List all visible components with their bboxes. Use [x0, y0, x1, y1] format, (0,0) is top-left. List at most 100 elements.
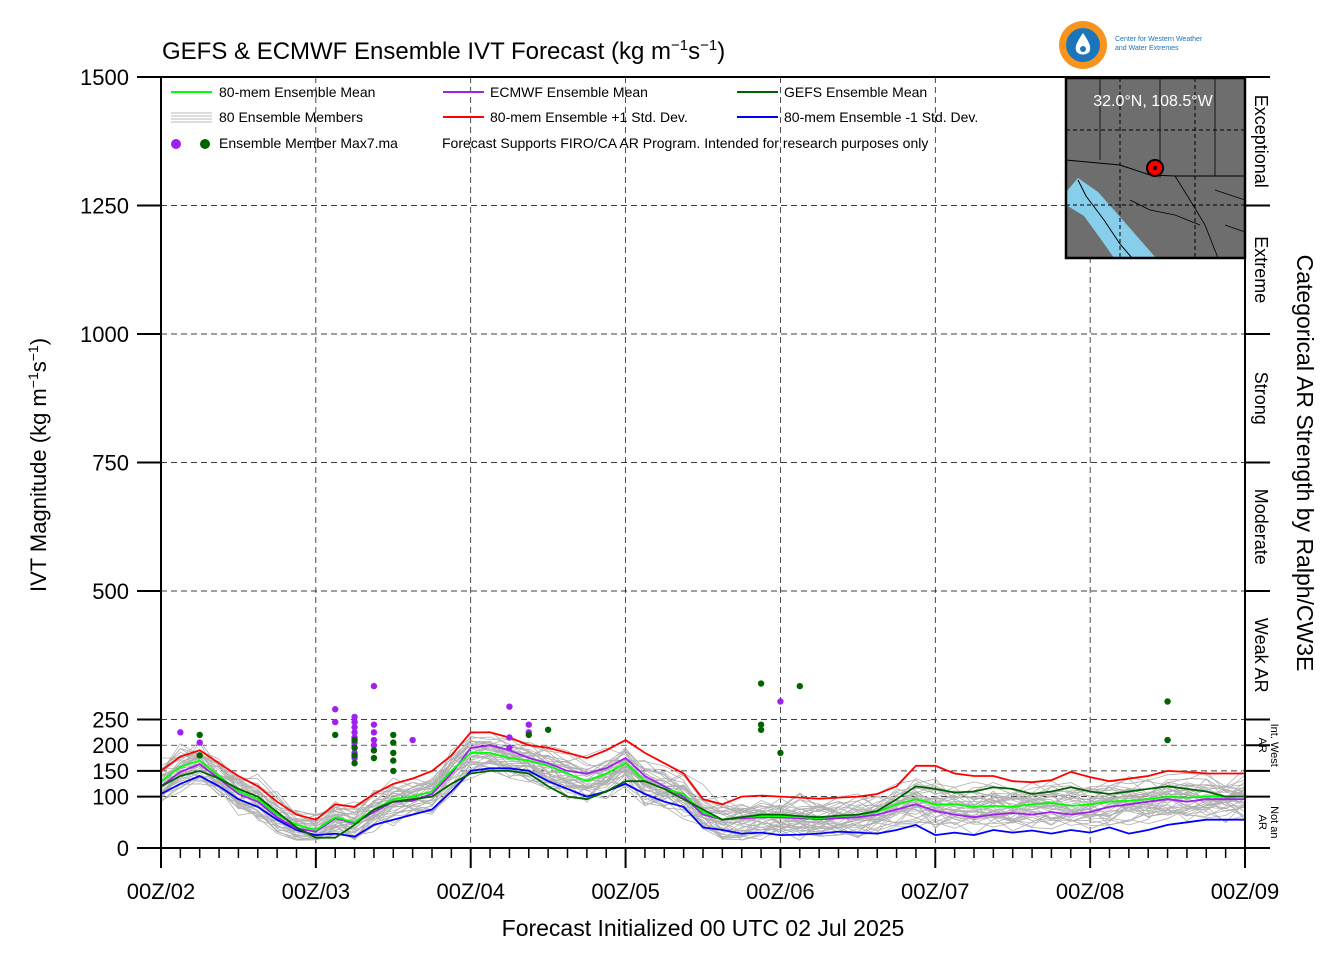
chart-title: GEFS & ECMWF Ensemble IVT Forecast (kg m…: [162, 37, 725, 65]
gefs-max-point: [390, 767, 397, 775]
ecmwf-max-point: [506, 744, 513, 751]
ecmwf-max-point: [177, 729, 184, 736]
category-label: Int. West: [1268, 724, 1280, 767]
legend: 80-mem Ensemble Mean 80 Ensemble Members…: [171, 84, 978, 151]
cw3e-logo: Center for Western Weather and Water Ext…: [1059, 21, 1203, 69]
y-tick-label: 1500: [80, 65, 129, 90]
inset-map: 32.0°N, 108.5°W: [1064, 76, 1247, 260]
ecmwf-max-point: [777, 698, 784, 705]
ensemble-member-line: [160, 747, 1246, 822]
gefs-max-point: [332, 731, 339, 739]
x-tick-label: 00Z/05: [591, 879, 660, 904]
ensemble-member-line: [160, 763, 1246, 841]
ecmwf-max-point: [506, 734, 513, 741]
gefs-max-point: [390, 757, 397, 764]
legend-plus: 80-mem Ensemble +1 Std. Dev.: [490, 109, 688, 125]
gefs-max-point: [351, 736, 358, 744]
ecmwf-max-point: [351, 729, 358, 736]
gefs-max-point: [390, 749, 397, 757]
x-tick-label: 00Z/03: [282, 879, 351, 904]
gefs-max-point: [196, 752, 203, 759]
ecmwf-max-point: [370, 721, 378, 728]
legend-gefs: GEFS Ensemble Mean: [784, 84, 927, 100]
ecmwf-max-point: [409, 736, 416, 744]
x-tick-label: 00Z/06: [746, 879, 815, 904]
plus-std-line: [160, 731, 1245, 821]
category-label: Moderate: [1251, 489, 1271, 565]
ensemble-member-line: [160, 765, 1246, 841]
x-tick-label: 00Z/04: [436, 879, 505, 904]
y-tick-label: 0: [117, 836, 129, 861]
legend-ecmwf: ECMWF Ensemble Mean: [490, 84, 648, 100]
gefs-mean-line: [160, 769, 1245, 839]
series-lines: [160, 731, 1245, 839]
ecmwf-max-point: [370, 682, 378, 690]
category-labels: Exceptional Extreme Strong Moderate Weak AR I…: [1251, 95, 1280, 839]
y-tick-label: 150: [92, 759, 129, 784]
y-tick-label: 1250: [80, 194, 129, 219]
y-tick-label: 750: [92, 451, 129, 476]
minus-std-line: [160, 767, 1245, 838]
gefs-max-point: [525, 731, 532, 739]
ensemble-member-line: [160, 761, 1246, 841]
gefs-max-point: [196, 731, 203, 739]
legend-minus: 80-mem Ensemble -1 Std. Dev.: [784, 109, 978, 125]
category-label: Weak AR: [1251, 618, 1271, 693]
gefs-max-point: [796, 682, 803, 690]
gefs-max-point: [351, 759, 358, 767]
legend-note: Forecast Supports FIRO/CA AR Program. In…: [442, 135, 928, 151]
ecmwf-max-point: [351, 718, 358, 726]
right-axis-label: Categorical AR Strength by Ralph/CW3E: [1292, 255, 1318, 672]
grid-lines: [161, 77, 1245, 848]
legend-members: 80 Ensemble Members: [219, 109, 363, 125]
logo-text-2: and Water Extremes: [1115, 45, 1179, 52]
category-label: AR: [1256, 738, 1268, 753]
ecmwf-max-point: [351, 713, 358, 721]
gefs-max-point: [390, 731, 397, 739]
ecmwf-max-point: [196, 739, 203, 746]
category-label: Strong: [1251, 372, 1271, 425]
x-axis-label: Forecast Initialized 00 UTC 02 Jul 2025: [502, 915, 905, 941]
ecmwf-mean-line: [160, 744, 1245, 833]
mean80-line: [160, 752, 1245, 831]
gefs-max-point: [1164, 698, 1171, 705]
y-tick-label: 100: [92, 785, 129, 810]
x-tick-label: 00Z/08: [1056, 879, 1125, 904]
ecmwf-max-point: [525, 721, 532, 728]
legend-mean80: 80-mem Ensemble Mean: [219, 84, 375, 100]
category-label: Exceptional: [1251, 95, 1271, 188]
x-tick-label: 00Z/09: [1211, 879, 1280, 904]
ecmwf-max-point: [332, 706, 339, 713]
logo-text-1: Center for Western Weather: [1115, 36, 1203, 43]
category-label: AR: [1256, 815, 1268, 830]
ecmwf-max-point: [506, 703, 513, 710]
category-label: Extreme: [1251, 236, 1271, 303]
ecmwf-max-point: [351, 724, 358, 731]
gefs-max-point: [370, 747, 378, 754]
legend-max: Ensemble Member Max7.ma: [219, 135, 398, 151]
gefs-max-point: [757, 726, 765, 733]
gefs-max-point: [1164, 736, 1171, 744]
y-tick-label: 500: [92, 579, 129, 604]
gefs-max-point: [544, 726, 552, 733]
gefs-max-point: [351, 744, 358, 751]
gefs-max-point: [351, 752, 358, 759]
gefs-max-point: [777, 749, 784, 757]
max-markers: [177, 680, 1171, 775]
y-tick-label: 1000: [80, 322, 129, 347]
x-tick-label: 00Z/02: [127, 879, 196, 904]
gefs-max-point: [757, 721, 765, 728]
inset-coordinates: 32.0°N, 108.5°W: [1093, 93, 1213, 110]
gefs-max-point: [757, 680, 765, 687]
gefs-max-point: [390, 739, 397, 746]
y-tick-label: 200: [92, 733, 129, 758]
ecmwf-max-point: [370, 742, 378, 749]
gefs-max-point: [370, 754, 378, 762]
x-tick-label: 00Z/07: [901, 879, 970, 904]
ecmwf-max-point: [332, 718, 339, 726]
y-tick-label: 250: [92, 708, 129, 733]
category-label: Not an: [1268, 806, 1280, 838]
ecmwf-max-point: [370, 736, 378, 744]
y-axis-label: IVT Magnitude (kg m−1s−1): [25, 338, 51, 592]
